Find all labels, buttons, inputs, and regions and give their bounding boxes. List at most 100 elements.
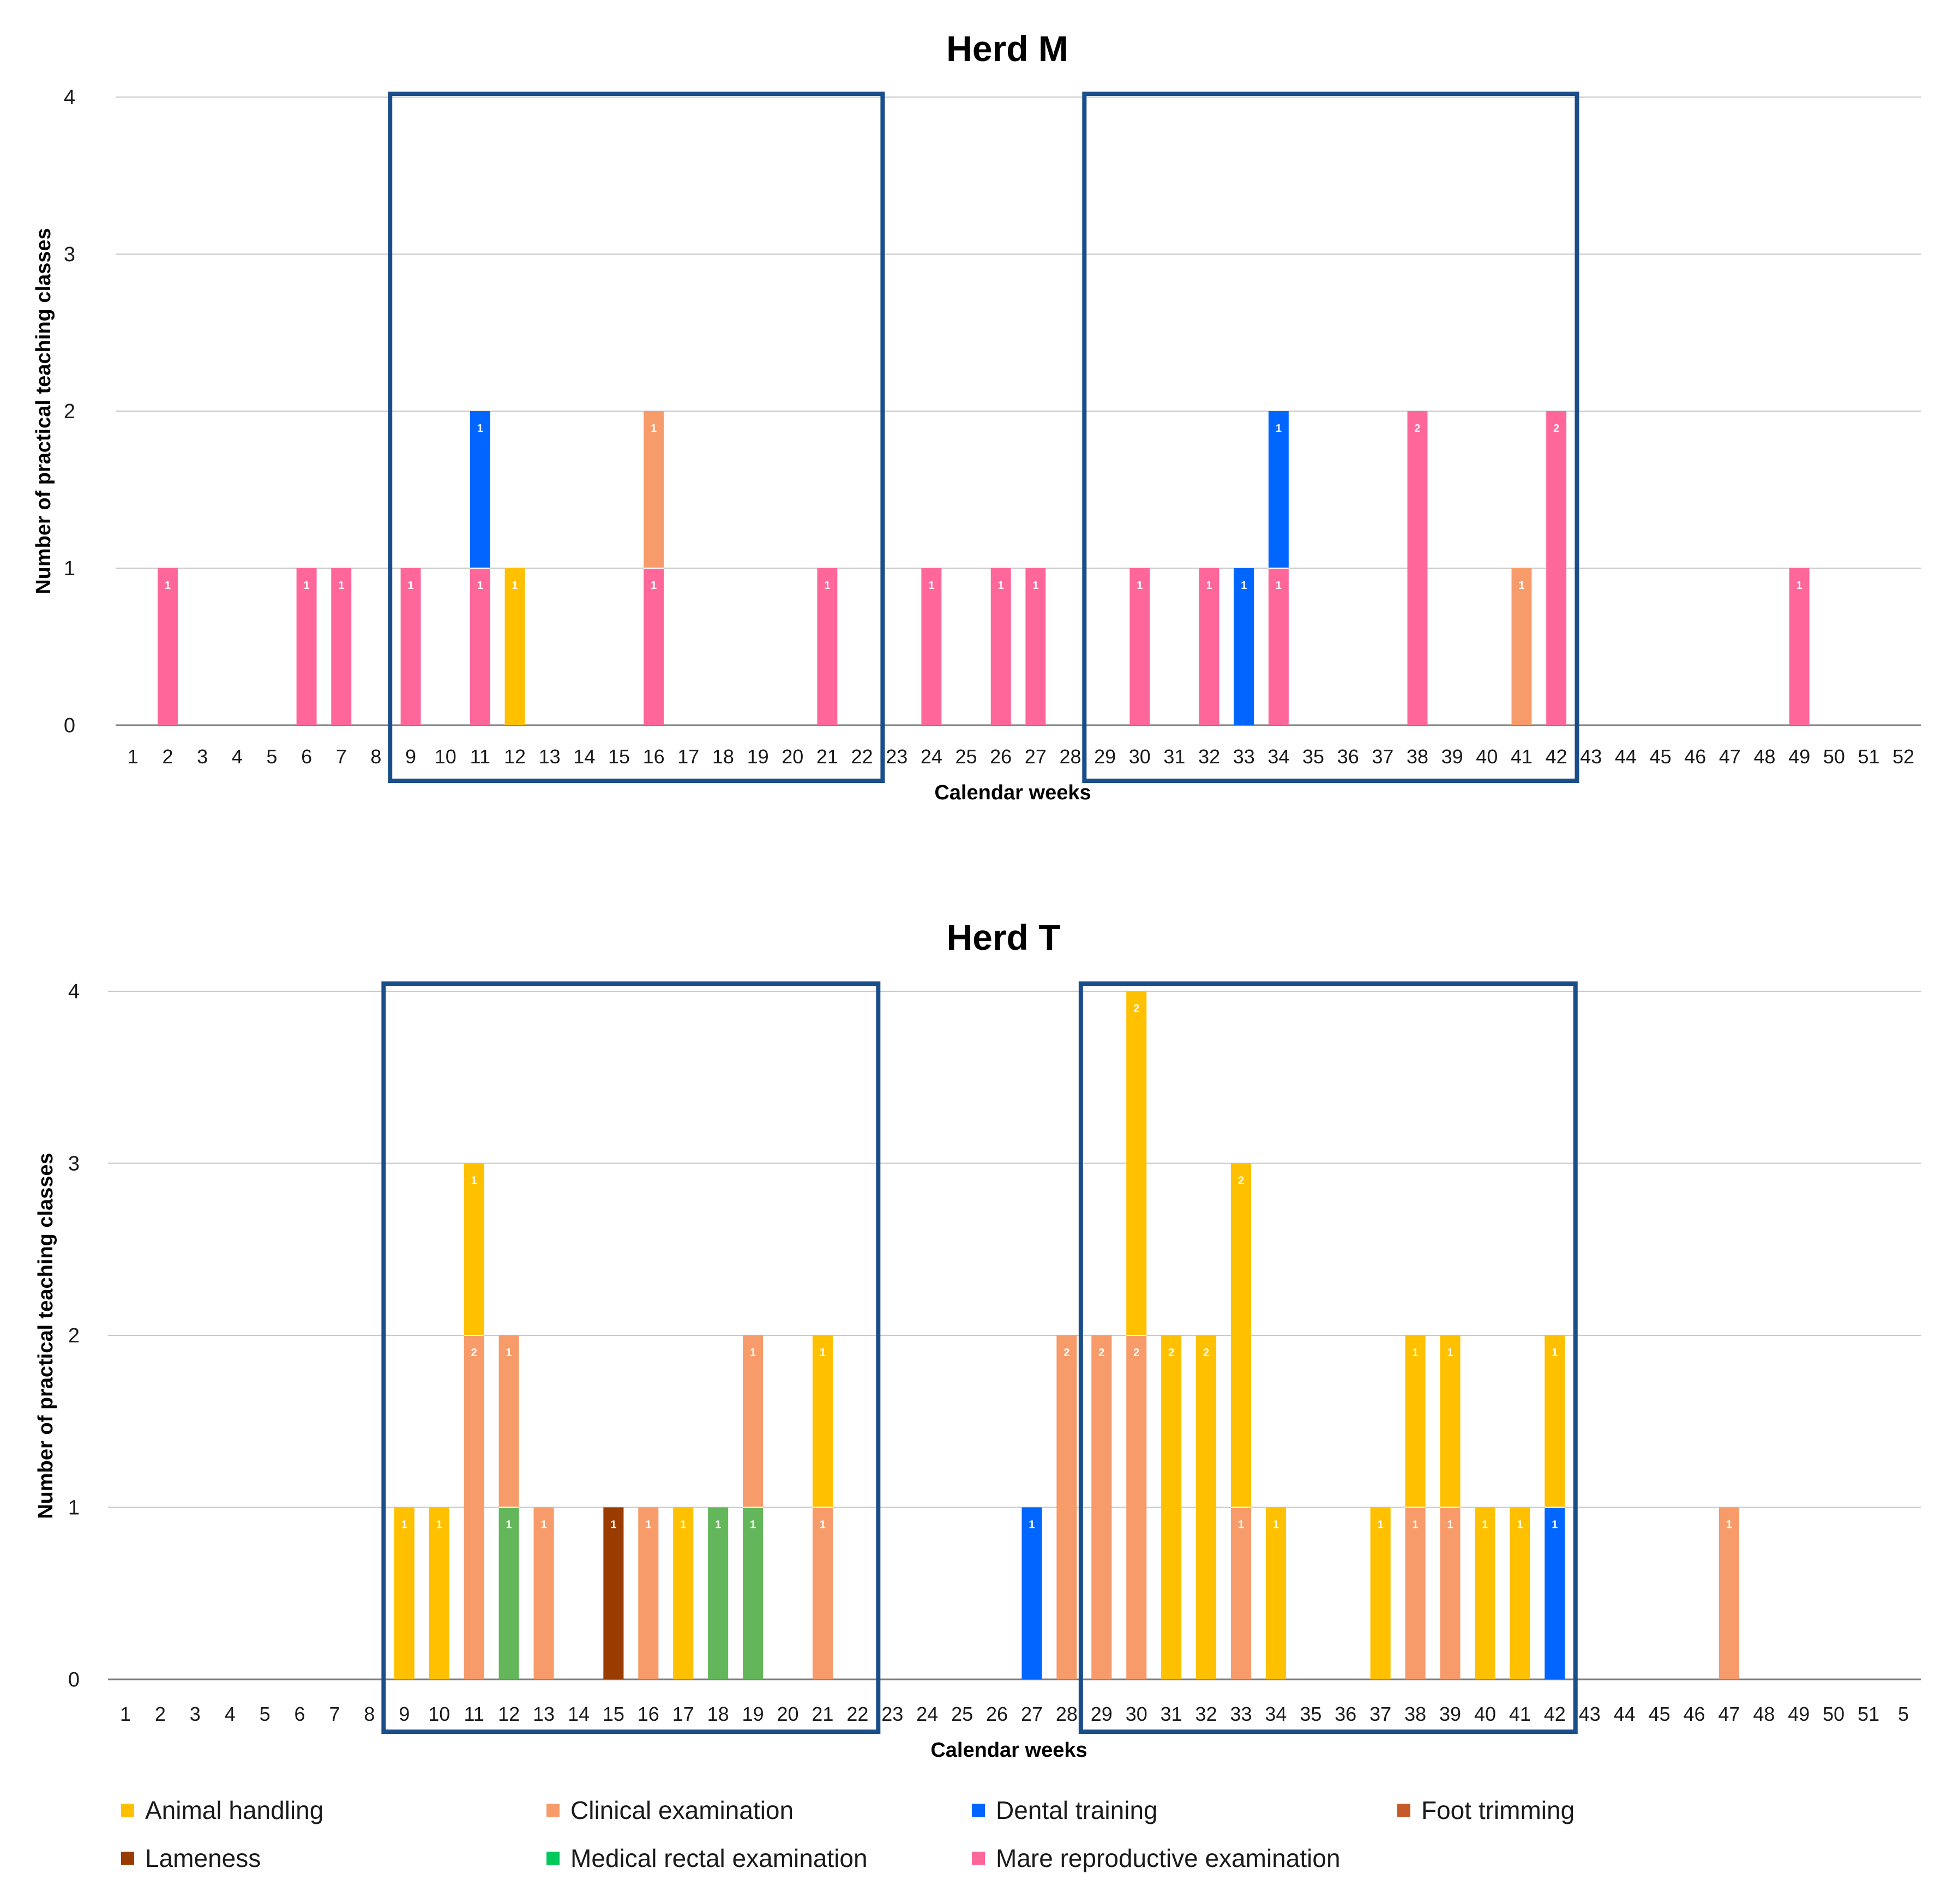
x-tick-label: 30 bbox=[1126, 1703, 1147, 1725]
x-tick-label: 49 bbox=[1788, 1703, 1810, 1725]
bar-segment bbox=[644, 568, 664, 725]
bar-segment bbox=[296, 568, 317, 725]
bar-segment bbox=[1126, 1335, 1147, 1679]
data-label: 1 bbox=[401, 1519, 407, 1531]
legend-entry: Mare reproductive examination bbox=[996, 1844, 1341, 1872]
legend-swatch bbox=[121, 1852, 134, 1865]
data-label: 1 bbox=[998, 580, 1004, 592]
x-tick-label: 48 bbox=[1754, 745, 1776, 768]
data-label: 1 bbox=[715, 1519, 721, 1531]
bar-segment bbox=[708, 1507, 729, 1679]
x-tick-label: 19 bbox=[742, 1703, 764, 1725]
x-tick-label: 22 bbox=[846, 1703, 868, 1725]
data-label: 1 bbox=[1726, 1519, 1732, 1531]
x-tick-label: 2 bbox=[162, 745, 173, 768]
data-label: 1 bbox=[477, 580, 483, 592]
x-tick-label: 51 bbox=[1858, 1703, 1879, 1725]
x-tick-label: 36 bbox=[1337, 745, 1359, 768]
x-tick-label: 42 bbox=[1544, 1703, 1566, 1725]
bar-segment bbox=[1025, 568, 1046, 725]
legend-entry: Animal handling bbox=[145, 1796, 323, 1824]
x-tick-label: 26 bbox=[986, 1703, 1008, 1725]
data-label: 1 bbox=[540, 1519, 546, 1531]
x-tick-label: 17 bbox=[677, 745, 699, 768]
x-tick-label: 47 bbox=[1718, 1703, 1740, 1725]
bar-segment bbox=[1407, 411, 1428, 725]
bar-segment bbox=[1510, 1507, 1530, 1679]
x-tick-label: 11 bbox=[464, 1703, 484, 1725]
x-tick-label: 1 bbox=[128, 745, 139, 768]
data-label: 1 bbox=[1482, 1519, 1488, 1531]
bar-segment bbox=[921, 568, 942, 725]
data-label: 2 bbox=[1238, 1175, 1244, 1187]
bar-segment bbox=[394, 1507, 414, 1679]
data-label: 1 bbox=[1447, 1519, 1453, 1531]
data-label: 1 bbox=[1518, 580, 1524, 592]
bar-segment bbox=[743, 1335, 764, 1508]
x-tick-label: 38 bbox=[1404, 1703, 1426, 1725]
x-tick-label: 35 bbox=[1300, 1703, 1321, 1725]
x-tick-label: 36 bbox=[1335, 1703, 1356, 1725]
data-label: 1 bbox=[338, 580, 344, 592]
legend-entry: Foot trimming bbox=[1421, 1796, 1575, 1824]
data-label: 1 bbox=[1273, 1519, 1279, 1531]
x-tick-label: 4 bbox=[225, 1703, 236, 1725]
bar-segment bbox=[1161, 1335, 1182, 1679]
bar-segment bbox=[1546, 411, 1567, 725]
bar-segment bbox=[1440, 1335, 1461, 1508]
x-tick-label: 6 bbox=[301, 745, 312, 768]
bar-segment bbox=[1129, 568, 1150, 725]
bar-segment bbox=[1718, 1507, 1739, 1679]
data-label: 1 bbox=[436, 1519, 442, 1531]
x-tick-label: 31 bbox=[1163, 745, 1185, 768]
data-label: 2 bbox=[1168, 1347, 1174, 1359]
x-tick-label: 23 bbox=[881, 1703, 903, 1725]
legend-swatch bbox=[121, 1804, 134, 1817]
bar-segment bbox=[498, 1507, 519, 1679]
x-tick-label: 12 bbox=[504, 745, 526, 768]
x-tick-label: 9 bbox=[399, 1703, 410, 1725]
x-tick-label: 8 bbox=[364, 1703, 375, 1725]
data-label: 1 bbox=[1413, 1347, 1419, 1359]
x-tick-label: 28 bbox=[1056, 1703, 1078, 1725]
bar-segment bbox=[533, 1507, 554, 1679]
data-label: 1 bbox=[1552, 1519, 1558, 1531]
bar-segment bbox=[1265, 1507, 1286, 1679]
bar-segment bbox=[812, 1507, 833, 1679]
data-label: 1 bbox=[506, 1347, 512, 1359]
x-tick-label: 42 bbox=[1546, 745, 1567, 768]
data-label: 1 bbox=[610, 1519, 616, 1531]
data-label: 1 bbox=[506, 1519, 512, 1531]
x-tick-label: 6 bbox=[295, 1703, 305, 1725]
x-tick-label: 46 bbox=[1683, 1703, 1705, 1725]
x-tick-label: 11 bbox=[470, 745, 490, 768]
legend-entry: Lameness bbox=[145, 1844, 261, 1872]
y-tick-label: 2 bbox=[68, 1324, 80, 1347]
data-label: 2 bbox=[1098, 1347, 1104, 1359]
x-axis-label: Calendar weeks bbox=[934, 781, 1091, 804]
chart-title: Herd M bbox=[946, 28, 1068, 69]
x-tick-label: 13 bbox=[533, 1703, 555, 1725]
x-tick-label: 37 bbox=[1372, 745, 1393, 768]
bar-segment bbox=[1199, 568, 1219, 725]
x-tick-label: 38 bbox=[1407, 745, 1428, 768]
data-label: 1 bbox=[1552, 1347, 1558, 1359]
x-tick-label: 43 bbox=[1580, 745, 1602, 768]
x-tick-label: 45 bbox=[1650, 745, 1672, 768]
data-label: 1 bbox=[820, 1519, 826, 1531]
x-tick-label: 14 bbox=[573, 745, 595, 768]
x-tick-label: 17 bbox=[672, 1703, 694, 1725]
x-tick-label: 33 bbox=[1230, 1703, 1252, 1725]
y-tick-label: 2 bbox=[64, 400, 75, 423]
y-tick-label: 4 bbox=[64, 86, 75, 109]
data-label: 1 bbox=[477, 423, 483, 435]
y-axis-label: Number of practical teaching classes bbox=[32, 228, 55, 594]
x-tick-label: 13 bbox=[539, 745, 561, 768]
x-tick-label: 9 bbox=[405, 745, 416, 768]
data-label: 1 bbox=[651, 580, 657, 592]
bar-segment bbox=[1126, 991, 1147, 1335]
data-label: 1 bbox=[1206, 580, 1212, 592]
x-tick-label: 12 bbox=[498, 1703, 520, 1725]
data-label: 2 bbox=[471, 1347, 477, 1359]
